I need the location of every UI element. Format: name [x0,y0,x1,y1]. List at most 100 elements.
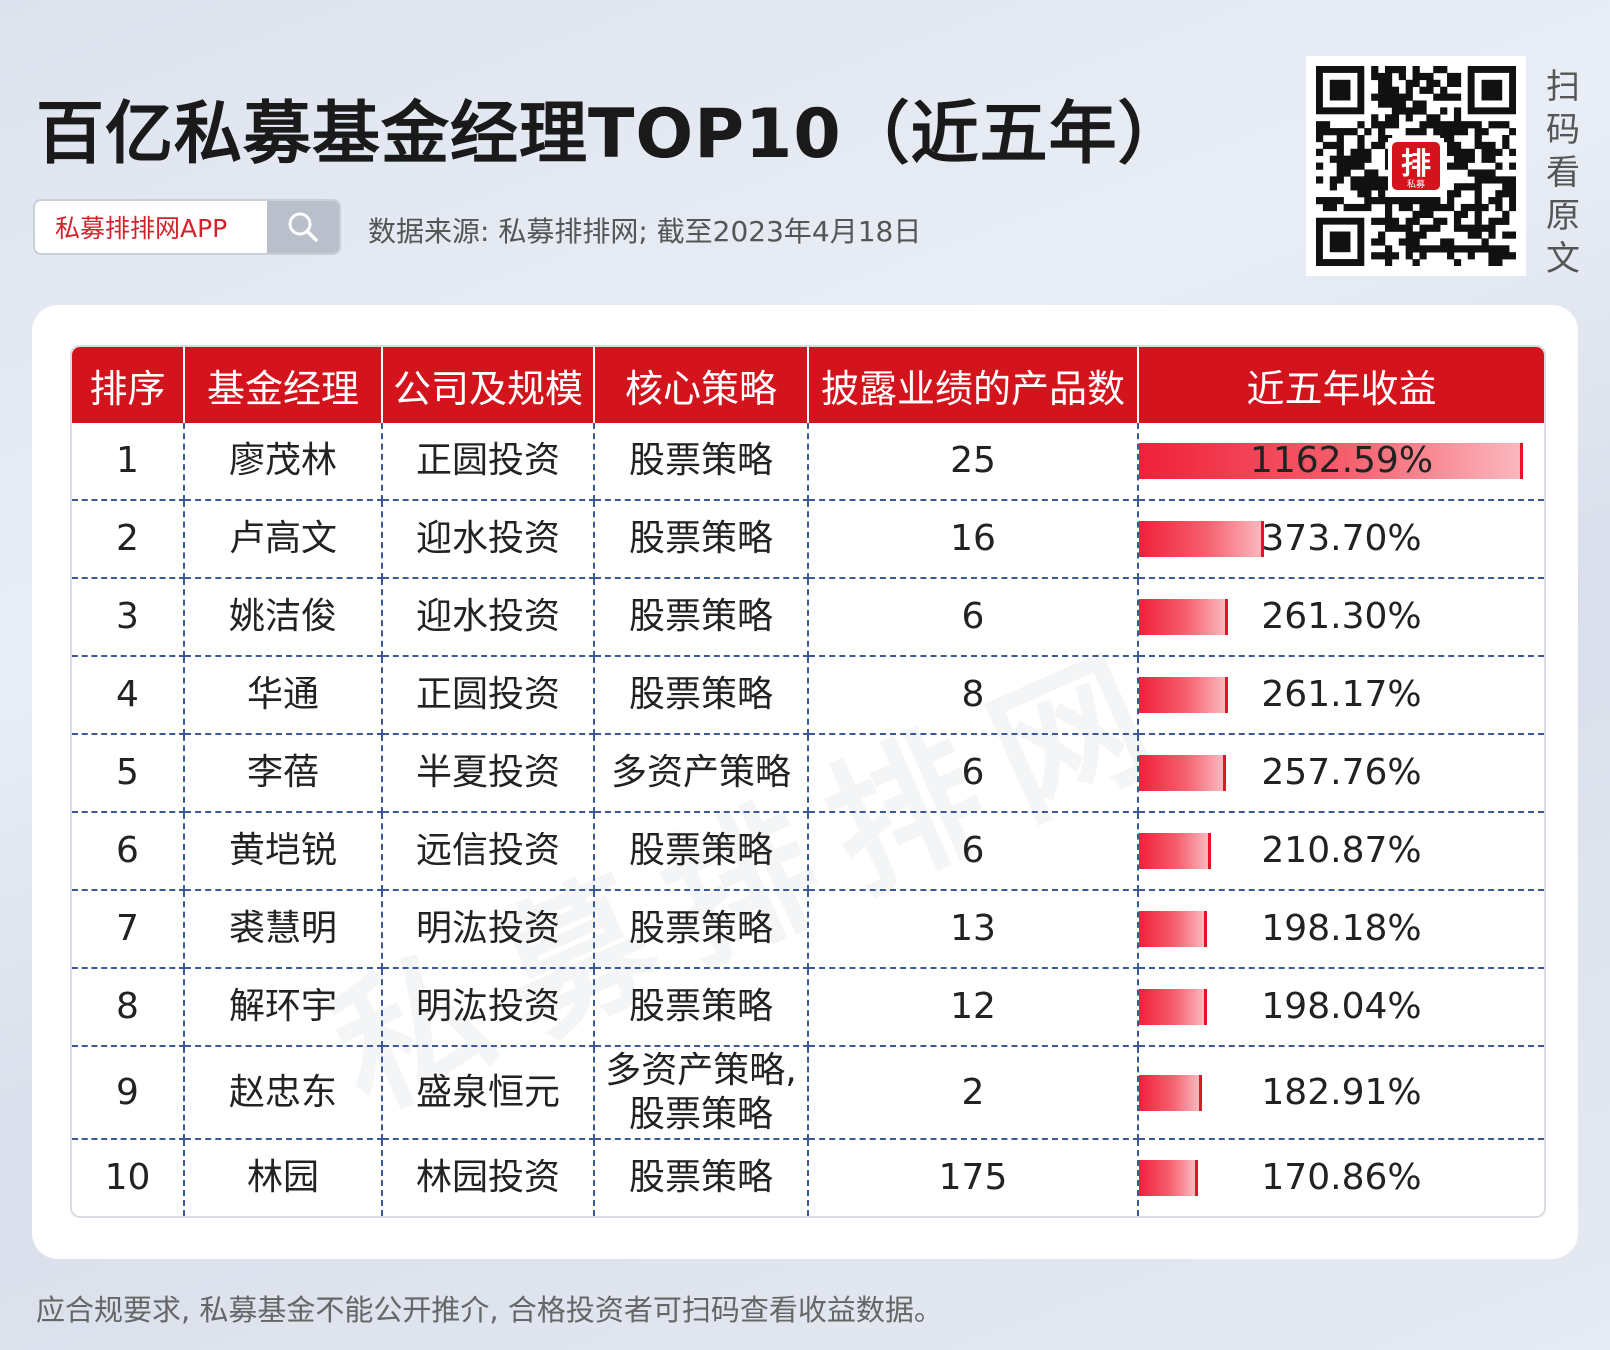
ranking-table: 排序 基金经理 公司及规模 核心策略 披露业绩的产品数 近五年收益 1 廖茂林 正圆… [70,345,1546,1218]
table-row: 5 李蓓 半夏投资 多资产策略 6 257.76% [72,735,1544,813]
cell-strategy: 股票策略 [595,423,809,501]
cell-rank: 7 [72,891,185,969]
cell-rank: 9 [72,1047,185,1140]
table-row: 10 林园 林园投资 股票策略 175 170.86% [72,1140,1544,1216]
cell-rank: 3 [72,579,185,657]
return-bar [1139,755,1226,791]
cell-rank: 1 [72,423,185,501]
cell-manager: 华通 [185,657,383,735]
table-row: 4 华通 正圆投资 股票策略 8 261.17% [72,657,1544,735]
qr-code[interactable]: 排私募 [1306,56,1526,276]
cell-manager: 黄垲锐 [185,813,383,891]
cell-strategy: 多资产策略 [595,735,809,813]
return-bar [1139,443,1523,479]
cell-products: 6 [809,579,1139,657]
cell-rank: 2 [72,501,185,579]
col-header-company: 公司及规模 [383,347,595,423]
cell-strategy: 股票策略 [595,657,809,735]
cell-rank: 6 [72,813,185,891]
svg-text:私募: 私募 [1407,178,1425,190]
return-bar [1139,1160,1198,1196]
cell-strategy: 股票策略 [595,891,809,969]
cell-manager: 裘慧明 [185,891,383,969]
cell-products: 13 [809,891,1139,969]
return-bar [1139,677,1228,713]
cell-return: 182.91% [1139,1047,1544,1140]
return-label: 261.17% [1261,674,1422,715]
cell-strategy: 股票策略 [595,579,809,657]
cell-strategy: 股票策略 [595,969,809,1047]
col-header-strategy: 核心策略 [595,347,809,423]
cell-products: 6 [809,813,1139,891]
cell-return: 170.86% [1139,1140,1544,1216]
cell-return: 198.18% [1139,891,1544,969]
return-bar [1139,521,1264,557]
cell-products: 175 [809,1140,1139,1216]
table-row: 8 解环宇 明汯投资 股票策略 12 198.04% [72,969,1544,1047]
return-bar [1139,1074,1202,1111]
cell-manager: 卢高文 [185,501,383,579]
cell-company: 明汯投资 [383,891,595,969]
cell-products: 6 [809,735,1139,813]
cell-return: 210.87% [1139,813,1544,891]
cell-return: 261.30% [1139,579,1544,657]
return-label: 261.30% [1261,596,1422,637]
cell-rank: 10 [72,1140,185,1216]
cell-manager: 廖茂林 [185,423,383,501]
qr-caption: 扫码看原文 [1546,67,1580,279]
cell-strategy: 股票策略 [595,813,809,891]
cell-return: 198.04% [1139,969,1544,1047]
cell-company: 迎水投资 [383,501,595,579]
col-header-return: 近五年收益 [1139,347,1544,423]
table-row: 6 黄垲锐 远信投资 股票策略 6 210.87% [72,813,1544,891]
cell-rank: 5 [72,735,185,813]
search-icon [288,212,318,242]
col-header-rank: 排序 [72,347,185,423]
col-header-manager: 基金经理 [185,347,383,423]
cell-products: 2 [809,1047,1139,1140]
return-label: 1162.59% [1249,440,1434,481]
cell-products: 25 [809,423,1139,501]
return-bar [1139,989,1207,1025]
return-bar [1139,599,1228,635]
return-label: 210.87% [1261,830,1422,871]
cell-company: 迎水投资 [383,579,595,657]
qr-code-icon: 排私募 [1316,66,1517,267]
col-header-products: 披露业绩的产品数 [809,347,1139,423]
cell-return: 261.17% [1139,657,1544,735]
search-button[interactable] [267,201,339,253]
return-bar [1139,911,1207,947]
cell-rank: 8 [72,969,185,1047]
table-header-row: 排序 基金经理 公司及规模 核心策略 披露业绩的产品数 近五年收益 [72,347,1544,423]
cell-company: 林园投资 [383,1140,595,1216]
table-row: 3 姚洁俊 迎水投资 股票策略 6 261.30% [72,579,1544,657]
cell-company: 正圆投资 [383,423,595,501]
return-label: 170.86% [1261,1157,1422,1198]
return-label: 257.76% [1261,752,1422,793]
page-title: 百亿私募基金经理TOP10（近五年） [36,95,1187,174]
cell-rank: 4 [72,657,185,735]
table-row: 7 裘慧明 明汯投资 股票策略 13 198.18% [72,891,1544,969]
search-text: 私募排排网APP [55,214,228,243]
cell-strategy: 股票策略 [595,1140,809,1216]
cell-products: 8 [809,657,1139,735]
cell-manager: 姚洁俊 [185,579,383,657]
cell-products: 16 [809,501,1139,579]
return-bar [1139,833,1211,869]
data-source: 数据来源: 私募排排网; 截至2023年4月18日 [368,215,922,248]
cell-strategy: 股票策略 [595,501,809,579]
return-label: 198.18% [1261,908,1422,949]
cell-manager: 李蓓 [185,735,383,813]
cell-strategy: 多资产策略, 股票策略 [595,1047,809,1140]
search-box[interactable]: 私募排排网APP [33,199,341,255]
return-label: 373.70% [1261,518,1422,559]
cell-company: 正圆投资 [383,657,595,735]
cell-company: 半夏投资 [383,735,595,813]
cell-company: 盛泉恒元 [383,1047,595,1140]
cell-return: 257.76% [1139,735,1544,813]
cell-return: 1162.59% [1139,423,1544,501]
table-row: 1 廖茂林 正圆投资 股票策略 25 1162.59% [72,423,1544,501]
cell-company: 明汯投资 [383,969,595,1047]
return-label: 182.91% [1261,1071,1422,1113]
cell-manager: 赵忠东 [185,1047,383,1140]
